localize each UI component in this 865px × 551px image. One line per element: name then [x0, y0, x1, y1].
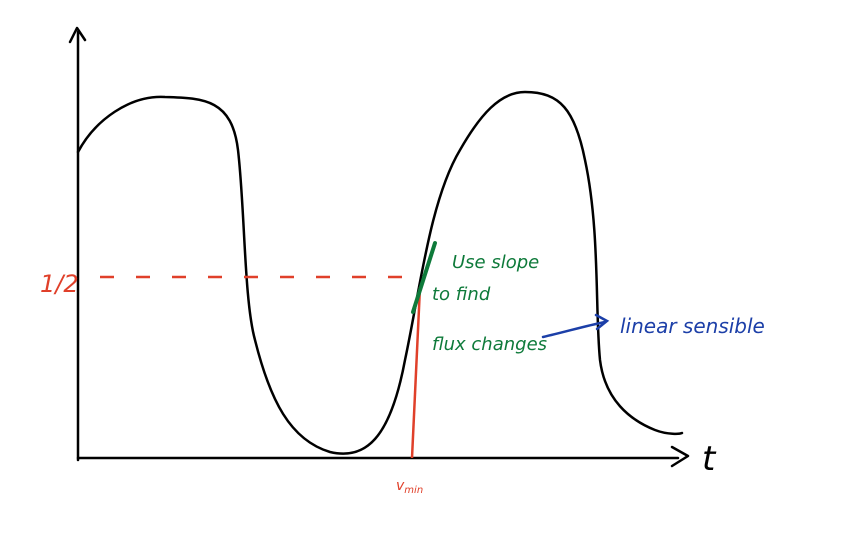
- y-marker: 1/2: [40, 270, 79, 298]
- x-marker-main: v: [396, 478, 405, 494]
- note: linear sensible: [620, 314, 765, 338]
- note-line: Use slope: [452, 252, 539, 273]
- x-marker-sub: min: [404, 485, 423, 496]
- note-line: flux changes: [432, 334, 547, 355]
- arrow: [541, 313, 610, 339]
- x-axis: [76, 445, 690, 468]
- slope-line: [411, 241, 437, 314]
- x-marker: vmin: [396, 478, 423, 496]
- vmin-line: [410, 286, 422, 459]
- x-label: t: [702, 439, 717, 479]
- curve: [76, 90, 684, 455]
- y-axis: [68, 26, 87, 462]
- note-line: to find: [432, 284, 491, 305]
